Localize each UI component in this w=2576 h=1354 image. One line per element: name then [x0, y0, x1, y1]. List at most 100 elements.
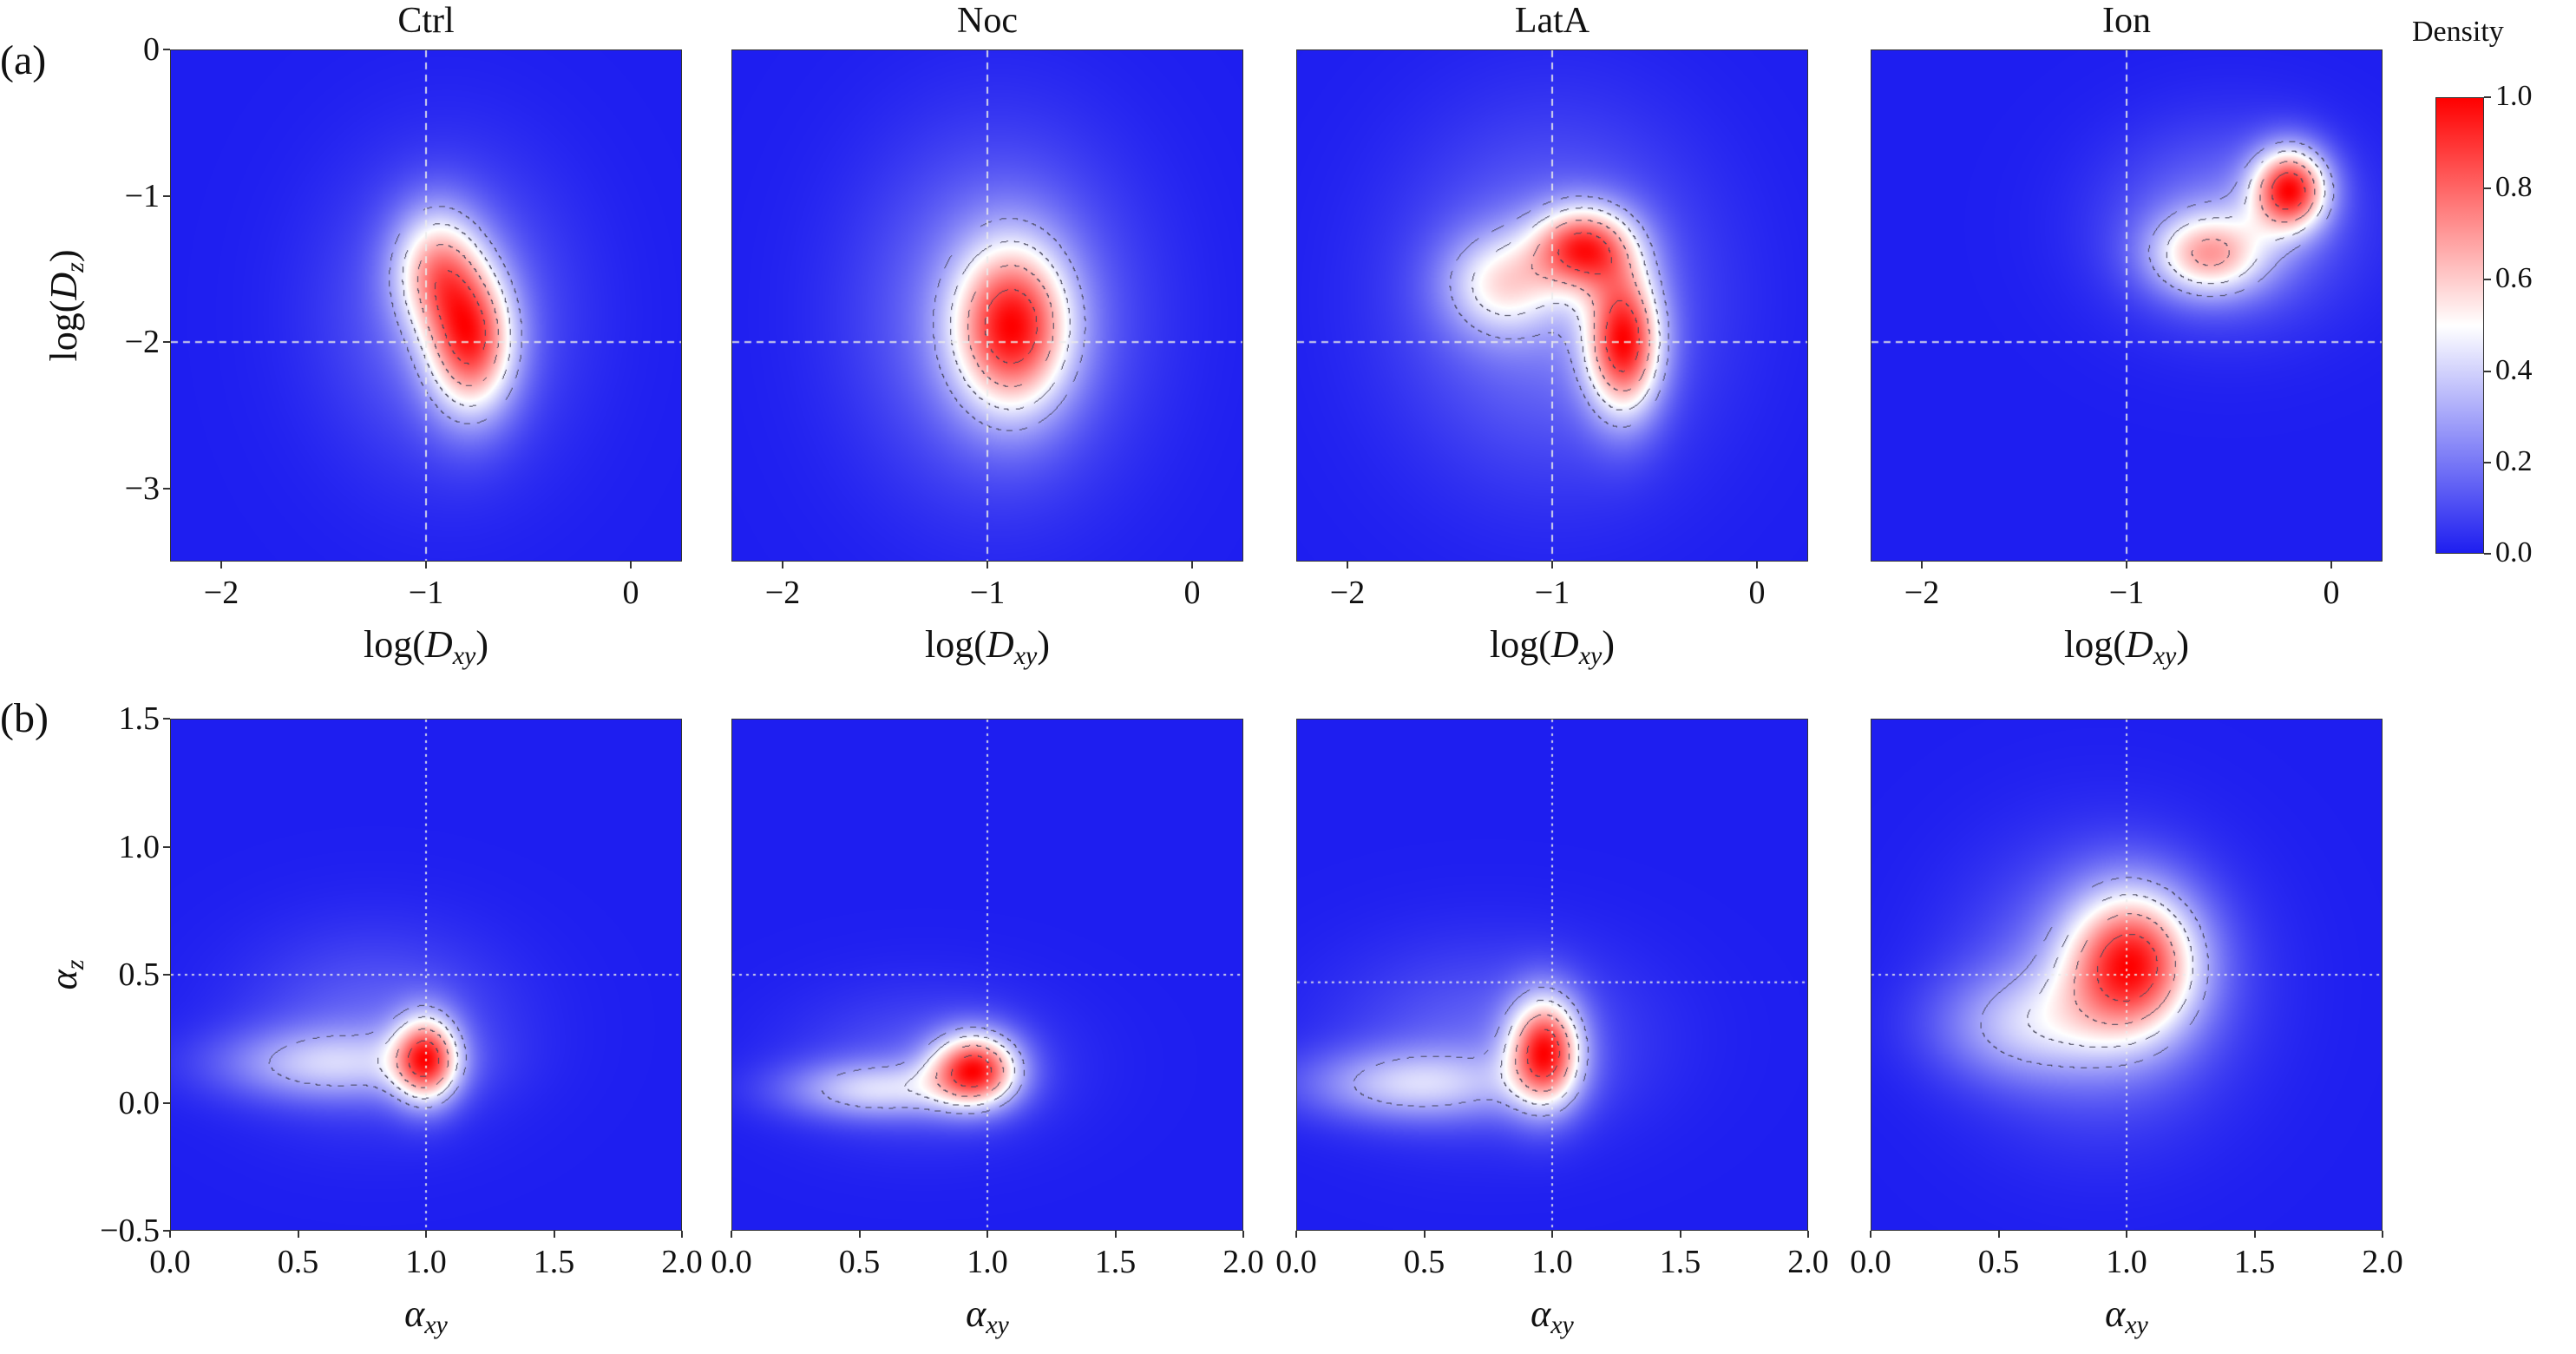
- x-tick-label: 1.0: [405, 1244, 447, 1280]
- x-axis-label: log(Dxy): [857, 622, 1118, 671]
- y-tick-label: −0.5: [100, 1213, 160, 1249]
- x-tick-label: 0: [622, 575, 639, 611]
- colorbar-tick-label: 0.2: [2495, 444, 2533, 477]
- axis-label-var: D: [986, 623, 1014, 666]
- y-axis-label: αz: [42, 845, 90, 1105]
- density-heatmap: [1871, 720, 2382, 1230]
- y-axis-label: log(Dz): [42, 175, 90, 436]
- density-heatmap: [732, 720, 1242, 1230]
- density-panel: [170, 49, 682, 562]
- density-heatmap: [1871, 50, 2382, 561]
- x-tick-mark: [1679, 1231, 1681, 1238]
- x-tick-mark: [297, 1231, 299, 1238]
- x-axis-label: log(Dxy): [1996, 622, 2257, 671]
- x-tick-mark: [2330, 562, 2332, 569]
- x-tick-label: 0.5: [1977, 1244, 2020, 1280]
- colorbar-tick-mark: [2484, 553, 2491, 555]
- y-tick-mark: [163, 1101, 170, 1104]
- panel-title: Noc: [957, 1, 1018, 41]
- axis-label-suffix: ): [1037, 623, 1050, 666]
- colorbar-tick-label: 0.4: [2495, 353, 2533, 386]
- density-heatmap: [1297, 50, 1807, 561]
- x-tick-mark: [1997, 1231, 2000, 1238]
- x-tick-mark: [1423, 1231, 1426, 1238]
- x-tick-label: −2: [1329, 575, 1366, 611]
- panel-title: LatA: [1514, 1, 1590, 41]
- x-tick-mark: [2382, 1231, 2383, 1238]
- x-tick-mark: [1921, 562, 1923, 569]
- x-tick-label: 1.0: [967, 1244, 1008, 1280]
- x-tick-mark: [2253, 1231, 2256, 1238]
- x-tick-mark: [425, 1231, 427, 1238]
- axis-label-prefix: log(: [364, 623, 425, 666]
- axis-label-suffix: ): [475, 623, 488, 666]
- y-tick-mark: [163, 718, 170, 720]
- x-tick-mark: [1551, 1231, 1553, 1238]
- axis-label-prefix: log(: [925, 623, 986, 666]
- x-tick-mark: [1347, 562, 1348, 569]
- axis-label-sub: z: [61, 262, 89, 273]
- panel-title: Ctrl: [397, 1, 455, 41]
- axis-label-sub: xy: [1550, 1311, 1574, 1339]
- density-panel: [170, 719, 682, 1231]
- axis-label-prefix: log(: [1490, 623, 1551, 666]
- x-axis-label: αxy: [1996, 1292, 2257, 1340]
- axis-label-var: α: [404, 1292, 425, 1335]
- y-tick-label: 0.0: [118, 1084, 161, 1121]
- x-tick-mark: [731, 1231, 732, 1238]
- x-tick-label: 1.5: [1094, 1244, 1137, 1280]
- x-tick-label: 0: [1183, 575, 1201, 611]
- axis-label-var: D: [2125, 623, 2153, 666]
- row-label-a: (a): [0, 37, 47, 83]
- y-tick-mark: [163, 341, 170, 344]
- x-tick-label: −1: [969, 575, 1006, 611]
- y-tick-label: −1: [124, 177, 160, 214]
- density-heatmap: [171, 720, 681, 1230]
- density-panel: [1296, 719, 1808, 1231]
- colorbar: [2435, 97, 2484, 554]
- x-tick-mark: [1756, 562, 1758, 569]
- x-tick-label: 0.0: [1850, 1244, 1891, 1280]
- x-tick-mark: [425, 562, 427, 569]
- x-tick-label: 1.5: [533, 1244, 575, 1280]
- density-heatmap: [1297, 720, 1807, 1230]
- y-tick-mark: [163, 974, 170, 976]
- colorbar-tick-mark: [2484, 187, 2491, 190]
- x-tick-label: −1: [408, 575, 444, 611]
- axis-label-var: α: [2105, 1292, 2126, 1335]
- x-tick-label: 1.0: [1531, 1244, 1573, 1280]
- axis-label-sub: xy: [1013, 641, 1038, 670]
- density-panel: [1296, 49, 1808, 562]
- x-tick-mark: [1551, 562, 1553, 569]
- x-tick-label: 2.0: [2362, 1244, 2403, 1280]
- x-tick-label: 0: [1748, 575, 1766, 611]
- y-tick-mark: [163, 194, 170, 197]
- y-tick-label: −3: [124, 470, 160, 507]
- y-tick-label: −2: [124, 324, 160, 361]
- colorbar-tick-label: 0.6: [2495, 262, 2533, 295]
- x-tick-label: −2: [203, 575, 239, 611]
- x-axis-label: αxy: [296, 1292, 556, 1340]
- x-tick-label: 0.0: [711, 1244, 752, 1280]
- x-tick-label: 2.0: [1787, 1244, 1829, 1280]
- y-tick-mark: [163, 845, 170, 848]
- axis-label-var: D: [1550, 623, 1579, 666]
- colorbar-tick-mark: [2484, 461, 2491, 463]
- axis-label-sub: xy: [424, 1311, 448, 1339]
- x-tick-label: 2.0: [1222, 1244, 1264, 1280]
- x-axis-label: αxy: [857, 1292, 1118, 1340]
- x-tick-mark: [986, 562, 988, 569]
- x-tick-mark: [220, 562, 222, 569]
- density-panel: [1871, 49, 2383, 562]
- x-tick-mark: [630, 562, 632, 569]
- density-heatmap: [171, 50, 681, 561]
- axis-label-var: α: [966, 1292, 986, 1335]
- row-label-b: (b): [0, 695, 49, 741]
- x-axis-label: αxy: [1422, 1292, 1682, 1340]
- x-tick-mark: [986, 1231, 988, 1238]
- axis-label-suffix: ): [2176, 623, 2189, 666]
- axis-label-sub: xy: [986, 1311, 1009, 1339]
- axis-label-prefix: log(: [43, 299, 85, 362]
- x-tick-label: 0.0: [1275, 1244, 1317, 1280]
- axis-label-suffix: ): [43, 249, 85, 263]
